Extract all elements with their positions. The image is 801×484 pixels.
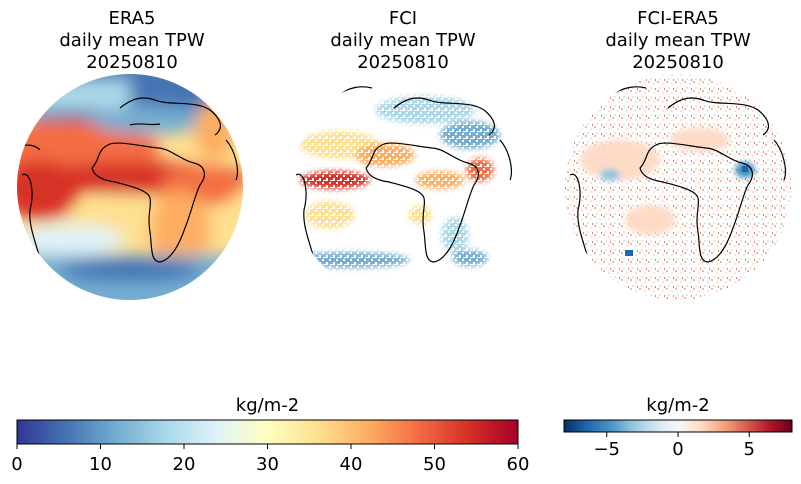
colorbar-tick-label: 0 bbox=[672, 439, 684, 460]
colorbar-tick-label: 0 bbox=[11, 454, 23, 475]
globe-era5 bbox=[17, 74, 243, 300]
colorbar-diff-label: kg/m-2 bbox=[646, 395, 710, 416]
panel-title-diff: FCI-ERA5 daily mean TPW 20250810 bbox=[605, 8, 751, 73]
colorbar-tick-label: 20 bbox=[172, 454, 196, 475]
colorbar-tick-label: 50 bbox=[423, 454, 446, 475]
panel-title-fci: FCI daily mean TPW 20250810 bbox=[330, 8, 476, 73]
colorbar-tick-label: 5 bbox=[743, 439, 755, 460]
panel-title-era5: ERA5 daily mean TPW 20250810 bbox=[59, 8, 205, 73]
colorbar-diff bbox=[563, 419, 793, 437]
colorbar-tpw-label: kg/m-2 bbox=[235, 395, 300, 416]
globe-fci bbox=[291, 74, 517, 300]
colorbar-tpw-ticks bbox=[16, 444, 519, 449]
colorbar-tpw bbox=[16, 419, 519, 449]
colorbar-tick-label: 60 bbox=[506, 454, 530, 475]
colorbar-tick-label: 30 bbox=[256, 454, 279, 475]
colorbar-diff-ticks bbox=[606, 432, 750, 437]
colorbar-tick-label: 40 bbox=[339, 454, 363, 475]
colorbar-tick-label: −5 bbox=[593, 439, 621, 460]
colorbar-tick-label: 10 bbox=[89, 454, 112, 475]
globe-diff bbox=[565, 74, 791, 300]
